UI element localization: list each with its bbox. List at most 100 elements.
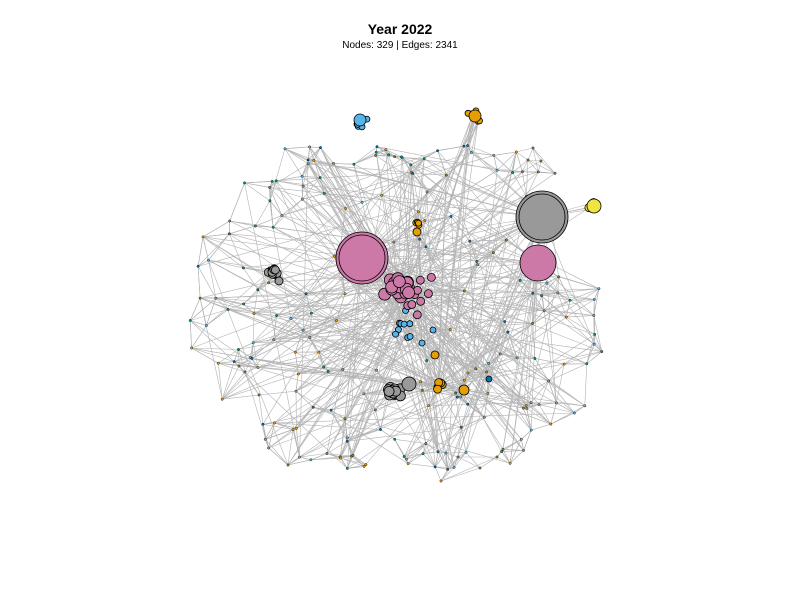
graph-edge (309, 146, 465, 391)
graph-edge (457, 452, 467, 458)
graph-edge (229, 182, 245, 222)
graph-hub-node (515, 190, 569, 244)
graph-edge (375, 155, 395, 157)
graph-node (425, 359, 429, 362)
graph-edge (208, 260, 289, 466)
graph-edge (244, 182, 270, 188)
graph-edge (434, 452, 447, 468)
graph-edge (347, 396, 461, 442)
graph-edge (541, 295, 603, 352)
graph-edge (268, 382, 440, 449)
graph-node (364, 463, 368, 466)
graph-edge (287, 282, 408, 466)
graph-edge (310, 457, 341, 461)
graph-edge (202, 236, 439, 388)
graph-node (280, 214, 284, 217)
graph-edge (376, 149, 386, 153)
graph-edge (361, 257, 595, 335)
graph-edge (450, 216, 465, 391)
graph-edge (550, 405, 585, 425)
graph-node (242, 302, 246, 306)
graph-edge (569, 288, 600, 301)
graph-edge (197, 236, 204, 267)
graph-edge (407, 453, 424, 464)
graph-node (257, 393, 261, 397)
graph-edge (199, 298, 223, 400)
graph-edge (526, 159, 529, 197)
graph-edge (522, 159, 529, 172)
graph-edge (278, 280, 307, 294)
graph-edge (284, 148, 303, 177)
graph-node (562, 362, 566, 366)
graph-edge (326, 441, 348, 454)
graph-node (522, 448, 525, 452)
graph-edge (340, 271, 438, 390)
graph-node (387, 153, 391, 157)
graph-node (332, 161, 335, 165)
graph-node (196, 264, 200, 268)
graph-edge (327, 286, 392, 372)
graph-edge (394, 156, 523, 172)
graph-edge (502, 448, 524, 451)
graph-edge (199, 297, 377, 371)
graph-edge (222, 262, 539, 400)
graph-edge (206, 298, 217, 326)
graph-node (462, 378, 466, 382)
graph-node (362, 392, 366, 396)
graph-node (322, 191, 326, 195)
graph-node (427, 404, 430, 408)
graph-edge (238, 349, 240, 367)
graph-edge (197, 233, 230, 267)
graph-edge (320, 147, 334, 164)
graph-edge (445, 452, 459, 458)
node-layer (188, 107, 604, 483)
graph-edge (420, 279, 575, 414)
graph-edge (527, 159, 542, 162)
graph-edge (295, 390, 314, 408)
graph-edge (302, 329, 320, 353)
graph-node (449, 214, 453, 218)
graph-edge (251, 358, 259, 368)
graph-node (201, 235, 205, 239)
graph-edge (202, 220, 230, 238)
graph-node (424, 245, 428, 249)
graph-edge (403, 405, 429, 457)
graph-edge (244, 181, 273, 184)
graph-node (495, 455, 499, 459)
graph-node (400, 320, 408, 328)
graph-node (360, 200, 364, 204)
graph-node (531, 291, 535, 295)
graph-edge (299, 453, 327, 458)
graph-node (459, 395, 463, 399)
graph-node (253, 224, 257, 228)
graph-node (529, 428, 533, 432)
graph-node (418, 339, 426, 347)
graph-node (433, 465, 437, 469)
graph-edge (405, 115, 473, 288)
graph-edge (445, 452, 455, 468)
graph-node (522, 406, 525, 410)
graph-edge (556, 364, 565, 404)
graph-edge (381, 173, 413, 196)
graph-node (430, 350, 440, 360)
graph-node (251, 341, 255, 345)
graph-edge (424, 191, 428, 221)
graph-node (429, 326, 437, 334)
graph-node (296, 372, 300, 376)
graph-edge (302, 199, 585, 407)
graph-edge (548, 363, 587, 382)
graph-node (232, 360, 236, 363)
graph-edge (284, 148, 315, 161)
graph-edge (229, 220, 256, 227)
graph-node (454, 391, 458, 395)
graph-edge (426, 191, 439, 452)
graph-node (362, 464, 366, 468)
graph-edge (530, 262, 539, 431)
graph-edge (401, 156, 413, 174)
graph-edge (202, 236, 244, 269)
graph-node (553, 171, 557, 175)
graph-edge (276, 315, 304, 331)
graph-edge (526, 404, 540, 406)
graph-hub-node (519, 244, 557, 282)
graph-node (585, 362, 589, 366)
